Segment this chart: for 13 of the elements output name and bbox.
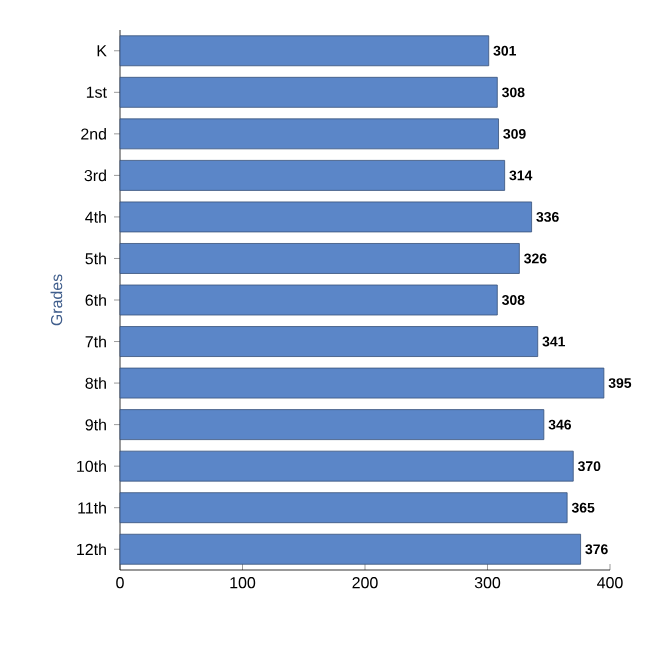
bar [119,243,520,274]
bar [119,201,532,233]
bar [119,159,506,191]
bar [119,326,539,357]
bar [119,409,545,441]
bar [119,450,574,482]
bar [119,76,498,108]
bar [119,367,605,399]
bar [119,533,581,565]
bar [119,284,498,316]
bar [119,118,499,150]
bar [119,35,490,67]
bar [119,492,568,524]
